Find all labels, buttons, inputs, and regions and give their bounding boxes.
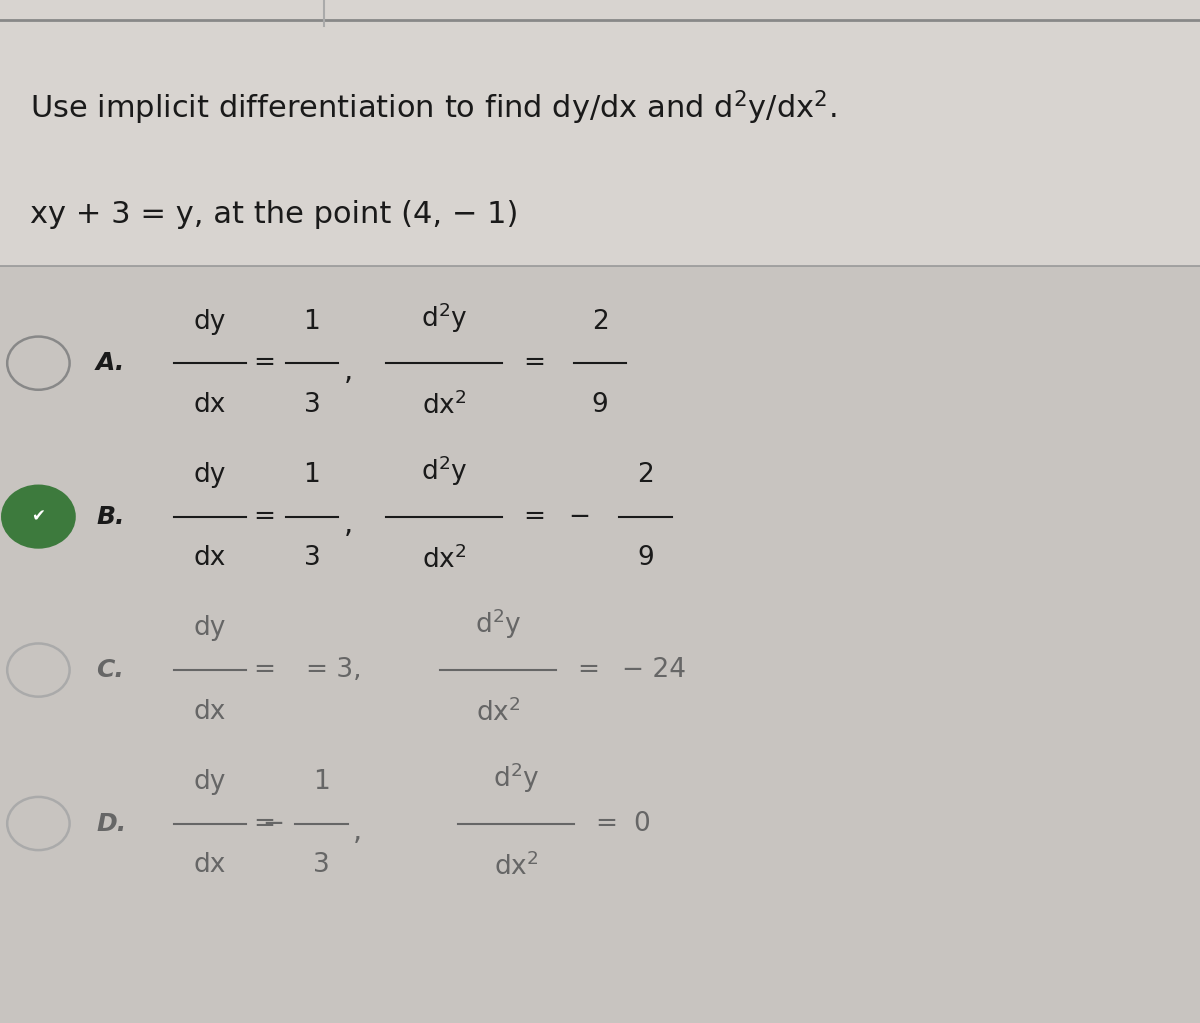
- Circle shape: [2, 486, 74, 547]
- Text: =: =: [253, 503, 275, 530]
- Text: = 3,: = 3,: [306, 657, 361, 683]
- Text: 3: 3: [304, 392, 320, 417]
- Text: 1: 1: [313, 769, 330, 795]
- Text: dx$^2$: dx$^2$: [475, 699, 521, 727]
- Text: dy: dy: [194, 309, 226, 335]
- Text: dx$^2$: dx$^2$: [421, 545, 467, 574]
- Text: ,: ,: [353, 818, 362, 846]
- Text: dx: dx: [194, 392, 226, 417]
- Text: ,: ,: [343, 512, 353, 539]
- Text: 1: 1: [304, 462, 320, 488]
- Text: d$^2$y: d$^2$y: [475, 607, 521, 641]
- Text: −: −: [569, 503, 590, 530]
- Text: B.: B.: [96, 504, 125, 529]
- Text: 1: 1: [304, 309, 320, 335]
- Text: dx: dx: [194, 852, 226, 878]
- Text: d$^2$y: d$^2$y: [421, 300, 467, 335]
- Text: d$^2$y: d$^2$y: [421, 453, 467, 488]
- Text: −: −: [263, 810, 284, 837]
- FancyBboxPatch shape: [0, 0, 1200, 266]
- Text: A.: A.: [96, 351, 125, 375]
- Text: 0: 0: [634, 810, 650, 837]
- Text: ✔: ✔: [31, 507, 46, 526]
- Text: dx: dx: [194, 699, 226, 724]
- Text: d$^2$y: d$^2$y: [493, 760, 539, 795]
- Text: dx$^2$: dx$^2$: [493, 852, 539, 881]
- Text: =: =: [523, 503, 545, 530]
- Text: C.: C.: [96, 658, 124, 682]
- Text: dy: dy: [194, 616, 226, 641]
- Text: =: =: [523, 350, 545, 376]
- Text: Use implicit differentiation to find dy/dx and $\mathregular{d^2}$y/dx$\mathregu: Use implicit differentiation to find dy/…: [30, 88, 836, 127]
- Text: =: =: [253, 657, 275, 683]
- Text: =: =: [577, 657, 599, 683]
- Text: xy + 3 = y, at the point (4, − 1): xy + 3 = y, at the point (4, − 1): [30, 201, 518, 229]
- Text: dx: dx: [194, 545, 226, 571]
- Text: 9: 9: [637, 545, 654, 571]
- Text: D.: D.: [96, 811, 126, 836]
- Text: =: =: [253, 350, 275, 376]
- Text: =: =: [595, 810, 617, 837]
- Text: 9: 9: [592, 392, 608, 417]
- Text: dy: dy: [194, 462, 226, 488]
- Text: − 24: − 24: [622, 657, 686, 683]
- Text: ,: ,: [343, 358, 353, 386]
- Text: 3: 3: [304, 545, 320, 571]
- Text: 3: 3: [313, 852, 330, 878]
- Text: =: =: [253, 810, 275, 837]
- Text: dx$^2$: dx$^2$: [421, 392, 467, 420]
- Text: 2: 2: [637, 462, 654, 488]
- Text: dy: dy: [194, 769, 226, 795]
- Text: 2: 2: [592, 309, 608, 335]
